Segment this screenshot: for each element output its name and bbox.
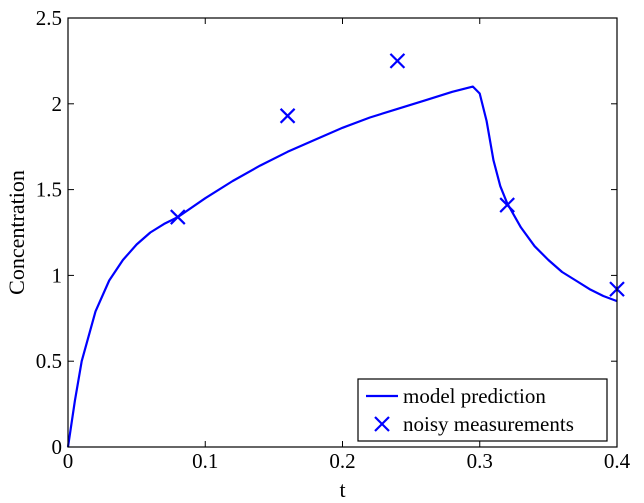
ticks-layer: 0 0.1 0.2 0.3 0.4 0 0.5 1 1.5 2 2.5 [36, 6, 631, 473]
model-prediction-line [66, 85, 618, 448]
legend-x-marker-sample [374, 416, 390, 432]
x-tick-label: 0 [63, 449, 74, 473]
x-marker-stroke [170, 209, 186, 225]
x-tick-label: 0.3 [467, 449, 493, 473]
y-tick-label: 1 [52, 263, 63, 287]
y-tick-label: 2.5 [36, 6, 62, 30]
y-tick-label: 2 [52, 92, 63, 116]
measurement-point [389, 53, 406, 69]
plot-frame [67, 17, 618, 448]
x-marker-stroke [499, 197, 515, 213]
x-axis-label: t [339, 477, 345, 502]
y-axis-label: Concentration [4, 170, 29, 295]
x-marker-stroke [389, 53, 406, 69]
x-marker-stroke [374, 416, 390, 432]
legend-label-measurements: noisy measurements [403, 412, 574, 436]
legend-label-model: model prediction [403, 384, 546, 408]
x-tick-label: 0.2 [329, 449, 355, 473]
measurement-point [279, 108, 296, 124]
x-tick-label: 0.4 [604, 449, 631, 473]
x-marker-stroke [279, 108, 296, 124]
legend-box [357, 378, 608, 442]
data-layer [66, 53, 625, 448]
measurement-point [499, 197, 515, 213]
y-tick-label: 0 [52, 435, 63, 459]
legend: model prediction noisy measurements [357, 378, 608, 442]
y-tick-label: 1.5 [36, 178, 62, 202]
y-tick-label: 0.5 [36, 349, 62, 373]
legend-x-marker [374, 416, 390, 432]
measurement-point [170, 209, 186, 225]
x-tick-label: 0.1 [192, 449, 218, 473]
